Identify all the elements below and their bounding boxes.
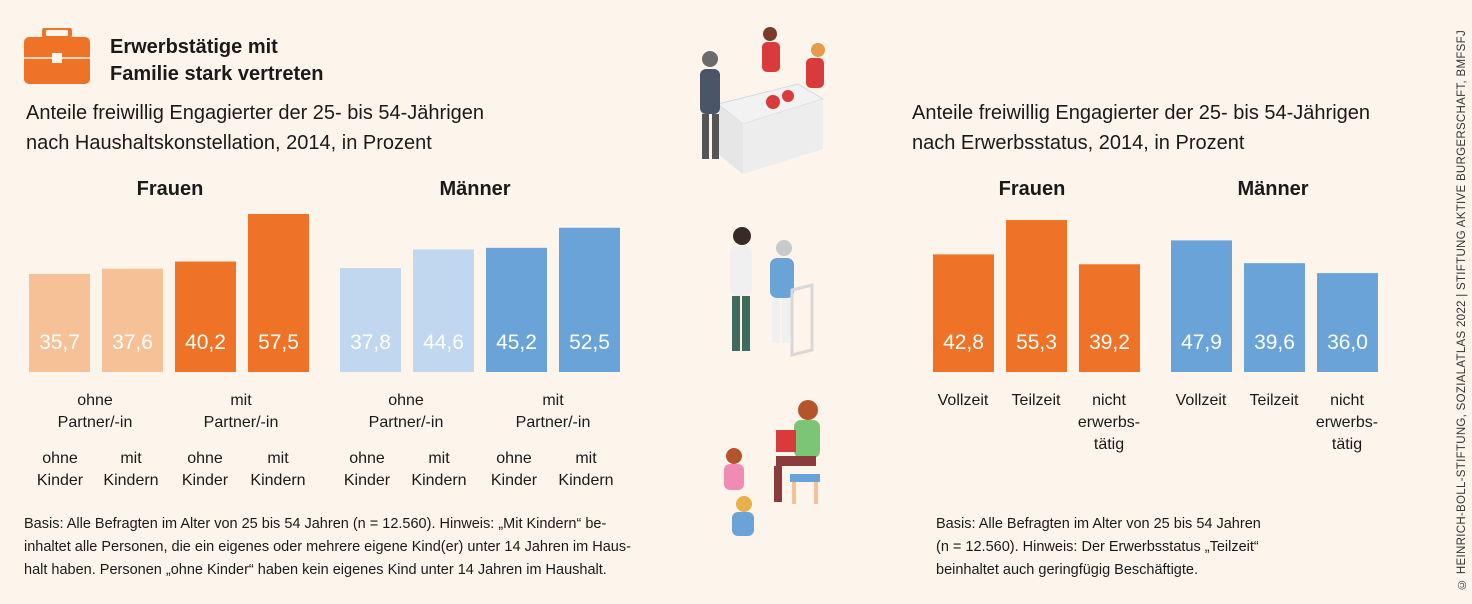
left-kids-none-1: ohne Kinder [36, 450, 84, 489]
left-partner-with-women: mit Partner/-in [203, 392, 279, 431]
left-bar-women-1-label: 37,6 [112, 331, 153, 354]
left-kids-with-1: mit Kindern [103, 450, 159, 489]
right-bar-men-0-label: 47,9 [1181, 331, 1222, 354]
left-bar-women-1 [102, 268, 163, 372]
left-bar-women-0 [29, 273, 90, 372]
left-bar-men-0 [340, 268, 401, 372]
left-note: Basis: Alle Befragten im Alter von 25 bi… [24, 516, 631, 578]
right-bar-men-0 [1171, 240, 1232, 372]
right-bar-men-1-label: 39,6 [1254, 331, 1295, 354]
caregiver-elderly-illustration [730, 227, 814, 357]
right-bar-men-2 [1317, 273, 1378, 372]
right-cat-part-women: Teilzeit [1011, 392, 1061, 409]
left-bar-men-2-label: 45,2 [496, 331, 537, 354]
left-partner-with-men: mit Partner/-in [515, 392, 591, 431]
volunteers-table-illustration [700, 27, 825, 174]
left-kids-none-3: ohne Kinder [343, 450, 391, 489]
left-group-men: Männer [439, 178, 511, 200]
left-bar-men-1 [413, 249, 474, 372]
left-bar-women-0-label: 35,7 [39, 331, 80, 354]
briefcase-icon [24, 28, 90, 84]
right-cat-part-men: Teilzeit [1249, 392, 1299, 409]
right-note: Basis: Alle Befragten im Alter von 25 bi… [936, 516, 1261, 578]
right-group-men: Männer [1237, 178, 1309, 200]
left-partner-none-men: ohne Partner/-in [368, 392, 444, 431]
right-cat-none-women: nicht erwerbs-tätig [1077, 392, 1141, 453]
right-bar-women-0-label: 42,8 [943, 331, 984, 354]
chart-title: Erwerbstätige mit Familie stark vertrete… [110, 36, 324, 85]
right-cat-none-men: nicht erwerbs-tätig [1315, 392, 1379, 453]
left-bar-women-2-label: 40,2 [185, 331, 226, 354]
right-bar-women-2-label: 39,2 [1089, 331, 1130, 354]
right-bar-men-2-label: 36,0 [1327, 331, 1368, 354]
right-bar-women-1 [1006, 220, 1067, 372]
reading-mother-child-illustration [724, 400, 820, 536]
left-kids-none-2: ohne Kinder [181, 450, 229, 489]
right-bar-women-2 [1079, 264, 1140, 372]
right-bar-women-0 [933, 254, 994, 372]
left-bar-men-3-label: 52,5 [569, 331, 610, 354]
source-credit: © HEINRICH-BÖLL-STIFTUNG, SOZIALATLAS 20… [1456, 30, 1468, 590]
left-kids-with-4: mit Kindern [558, 450, 614, 489]
left-subtitle: Anteile freiwillig Engagierter der 25- b… [26, 102, 485, 154]
left-group-women: Frauen [136, 178, 204, 200]
left-partner-none-women: ohne Partner/-in [57, 392, 133, 431]
left-bar-men-1-label: 44,6 [423, 331, 464, 354]
left-bar-women-3 [248, 214, 309, 372]
left-bar-women-2 [175, 261, 236, 372]
left-bar-women-3-label: 57,5 [258, 331, 299, 354]
left-kids-none-4: ohne Kinder [490, 450, 538, 489]
left-kids-with-3: mit Kindern [411, 450, 467, 489]
right-group-women: Frauen [998, 178, 1066, 200]
left-bar-men-3 [559, 227, 620, 372]
left-bar-men-0-label: 37,8 [350, 331, 391, 354]
right-bar-men-1 [1244, 263, 1305, 372]
right-cat-full-women: Vollzeit [937, 392, 989, 409]
right-bar-women-1-label: 55,3 [1016, 331, 1057, 354]
right-cat-full-men: Vollzeit [1175, 392, 1227, 409]
right-subtitle: Anteile freiwillig Engagierter der 25- b… [912, 102, 1371, 154]
left-kids-with-2: mit Kindern [250, 450, 306, 489]
left-bar-men-2 [486, 247, 547, 372]
